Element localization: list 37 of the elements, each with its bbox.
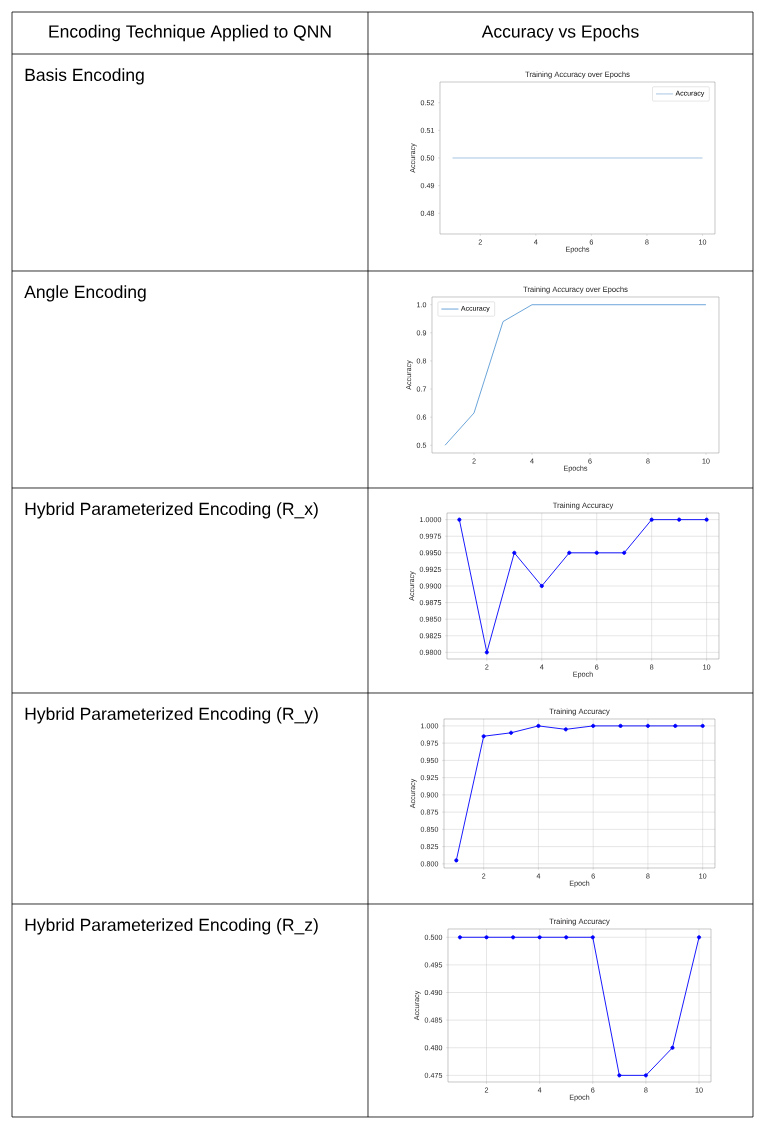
point <box>622 550 627 555</box>
point <box>649 517 654 522</box>
point <box>537 935 542 940</box>
point <box>567 550 572 555</box>
point <box>590 935 595 940</box>
point <box>512 550 517 555</box>
text: Hybrid Parameterized Encoding (R_z) <box>25 918 318 935</box>
point <box>700 723 705 728</box>
text: Encoding Technique Applied to QNN <box>49 24 331 42</box>
point <box>563 727 568 732</box>
text: Hybrid Parameterized Encoding (R_y) <box>25 707 318 724</box>
point <box>484 935 489 940</box>
point <box>509 730 514 735</box>
point <box>484 650 489 655</box>
point <box>564 935 569 940</box>
point <box>536 723 541 728</box>
text: Angle Encoding <box>24 285 146 302</box>
point <box>645 723 650 728</box>
text: Basis Encoding <box>25 68 144 85</box>
point <box>539 583 544 589</box>
point <box>618 723 623 728</box>
point <box>511 935 516 940</box>
point <box>457 517 462 522</box>
point <box>457 935 462 940</box>
point <box>617 1073 622 1078</box>
text: Accuracy vs Epochs <box>481 24 639 42</box>
point <box>591 723 596 728</box>
point <box>677 517 682 522</box>
point <box>643 1073 648 1078</box>
point <box>670 1045 675 1050</box>
point <box>673 723 678 728</box>
point <box>481 734 486 739</box>
point <box>454 858 459 863</box>
point <box>594 550 599 555</box>
point <box>704 517 709 522</box>
text: Hybrid Parameterized Encoding (R_x) <box>25 502 318 519</box>
point <box>696 935 702 940</box>
